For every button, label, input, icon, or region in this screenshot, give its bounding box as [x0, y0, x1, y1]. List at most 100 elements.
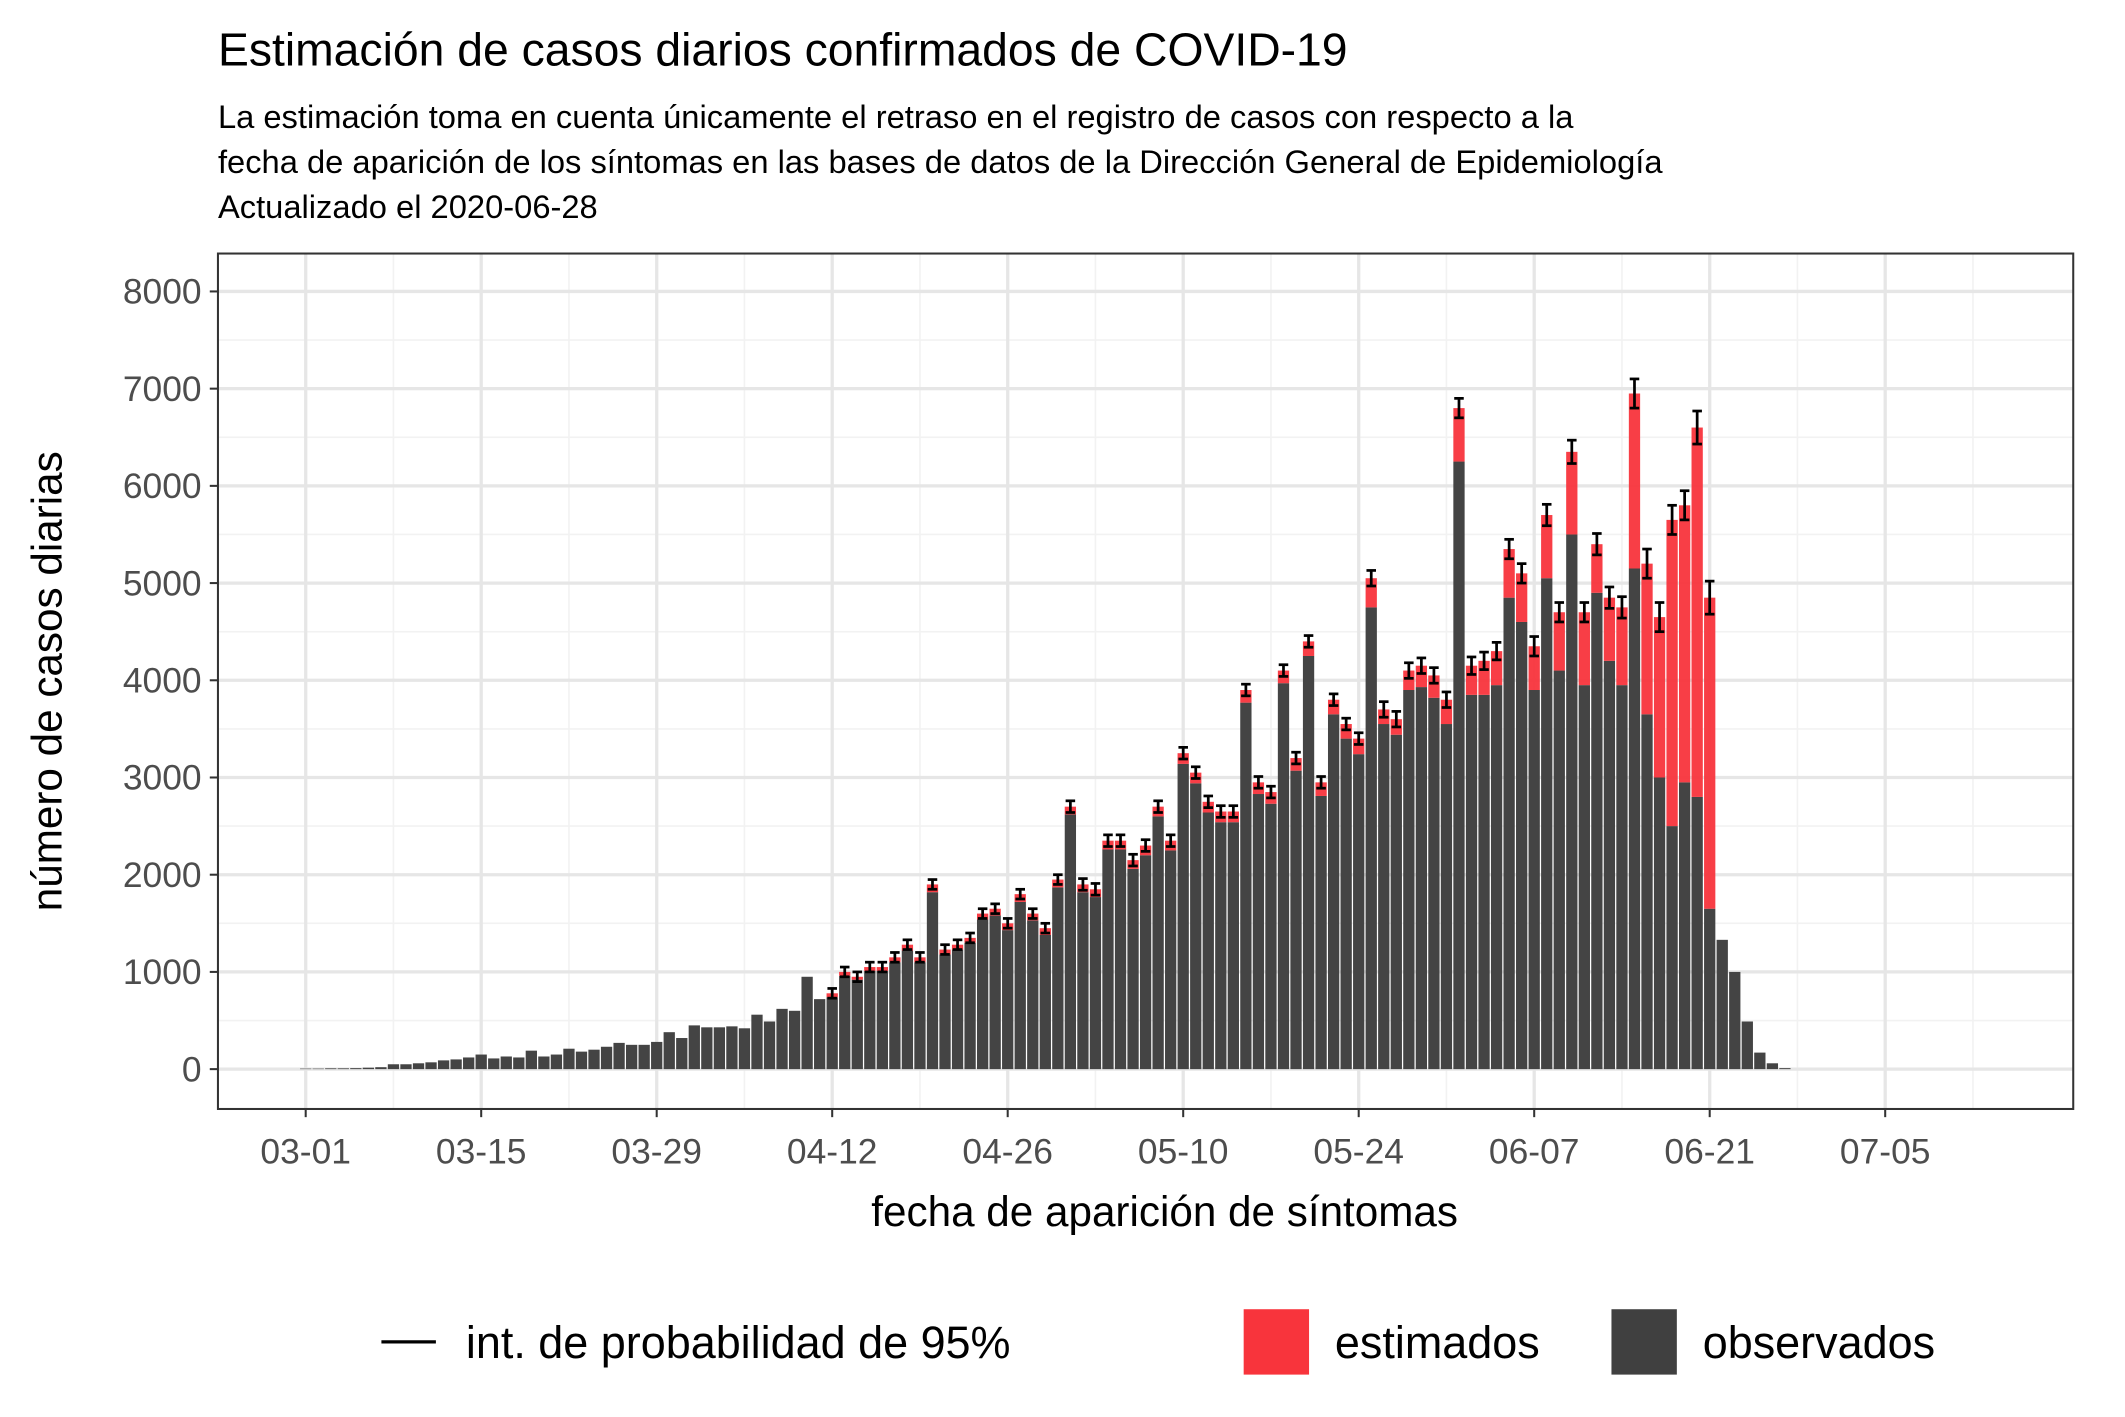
error-bar: [852, 970, 863, 983]
bar-segment: [1340, 738, 1352, 1070]
bar-segment: [1127, 868, 1139, 1070]
y-tick-label: 5000: [123, 563, 202, 603]
bar-segment: [726, 1026, 738, 1070]
x-axis-title: fecha de aparición de síntomas: [871, 1188, 1458, 1235]
bar-segment: [1641, 563, 1653, 715]
bar-segment: [1779, 1068, 1791, 1070]
error-bar: [990, 902, 1000, 915]
bar-segment: [1541, 578, 1553, 1070]
error-bar: [1604, 585, 1615, 610]
y-tick-label: 2000: [123, 855, 202, 895]
error-bar: [1441, 690, 1452, 709]
error-bar: [1203, 794, 1214, 809]
bar-segment: [776, 1008, 788, 1070]
error-bar: [1541, 502, 1552, 528]
error-bar: [1053, 873, 1063, 886]
error-bar: [1090, 882, 1101, 897]
bar-segment: [1415, 687, 1428, 1070]
bar-segment: [1215, 822, 1227, 1070]
error-bar: [1629, 377, 1640, 410]
bar-segment: [1265, 803, 1277, 1070]
bar-segment: [1704, 908, 1716, 1070]
bar-segment: [1139, 855, 1152, 1070]
error-bar: [1579, 601, 1590, 624]
y-tick-label: 3000: [123, 758, 202, 798]
error-bar: [1165, 833, 1176, 848]
bar-segment: [1541, 515, 1553, 579]
bar-segment: [1089, 897, 1102, 1070]
bar-segment: [1516, 573, 1528, 622]
bar-segment: [563, 1048, 575, 1070]
error-bar: [1404, 661, 1414, 680]
bar-segment: [1553, 670, 1565, 1070]
error-bar: [1328, 692, 1339, 707]
error-bar: [915, 951, 925, 964]
legend-label: observados: [1703, 1317, 1935, 1368]
bar-segment: [350, 1068, 362, 1070]
bar-segment: [976, 919, 989, 1070]
bar-segment: [1440, 699, 1453, 725]
bar-segment: [337, 1068, 349, 1070]
bar-segment: [1315, 795, 1327, 1070]
bar-segment: [1578, 612, 1590, 686]
bar-segment: [1353, 738, 1365, 755]
bar-segment: [1002, 930, 1014, 1070]
x-tick-label: 04-26: [962, 1131, 1053, 1171]
error-bar: [1228, 804, 1239, 819]
bar-segment: [1716, 939, 1728, 1070]
error-bar: [1617, 595, 1627, 620]
error-bar: [965, 931, 975, 945]
y-tick-label: 8000: [123, 272, 202, 312]
bar-segment: [701, 1027, 713, 1070]
bar-segment: [1052, 887, 1064, 1070]
error-bar: [1679, 489, 1690, 522]
y-tick-label: 7000: [123, 369, 202, 409]
bar-segment: [1077, 892, 1089, 1070]
bar-segment: [1327, 714, 1340, 1070]
bar-segment: [1340, 724, 1352, 739]
bar-segment: [475, 1054, 487, 1070]
bar-segment: [1741, 1021, 1753, 1070]
bar-segment: [713, 1027, 726, 1070]
bar-segment: [914, 962, 926, 1070]
error-bar: [1216, 804, 1226, 819]
x-tick-label: 06-07: [1489, 1131, 1580, 1171]
legend-label: estimados: [1335, 1317, 1540, 1368]
bar-segment: [400, 1064, 412, 1070]
bar-segment: [738, 1028, 751, 1070]
bar-segment: [1478, 694, 1490, 1070]
error-bar: [1692, 409, 1702, 446]
bar-segment: [1177, 763, 1189, 1070]
error-bar: [1153, 799, 1163, 814]
error-bar: [1178, 745, 1188, 761]
bar-segment: [751, 1014, 763, 1070]
bar-segment: [1453, 461, 1465, 1070]
error-bar: [927, 878, 938, 891]
error-bar: [827, 987, 837, 1000]
bar-segment: [525, 1050, 537, 1070]
bar-segment: [889, 962, 901, 1070]
legend-swatch: [1611, 1309, 1677, 1375]
bar-segment: [688, 1025, 700, 1070]
bar-segment: [1365, 578, 1377, 608]
bar-segment: [964, 942, 976, 1070]
error-bar: [952, 938, 963, 951]
bar-segment: [676, 1038, 688, 1070]
bar-segment: [1165, 850, 1177, 1070]
error-bar: [1554, 601, 1565, 624]
error-bar: [1504, 537, 1514, 561]
plot-border: [216, 252, 2075, 1111]
bar-segment: [1302, 641, 1315, 656]
error-bar: [1491, 641, 1502, 662]
bar-segment: [826, 997, 838, 1070]
bar-segment: [1704, 597, 1716, 909]
bar-segment: [1227, 822, 1239, 1070]
y-axis-title: número de casos diarias: [23, 451, 70, 911]
bar-segment: [1666, 826, 1678, 1070]
bar-segment: [1190, 783, 1202, 1070]
x-tick-label: 07-05: [1840, 1131, 1931, 1171]
bar-segment: [1202, 812, 1214, 1070]
bar-segment: [375, 1067, 387, 1070]
error-bar: [1667, 503, 1677, 536]
